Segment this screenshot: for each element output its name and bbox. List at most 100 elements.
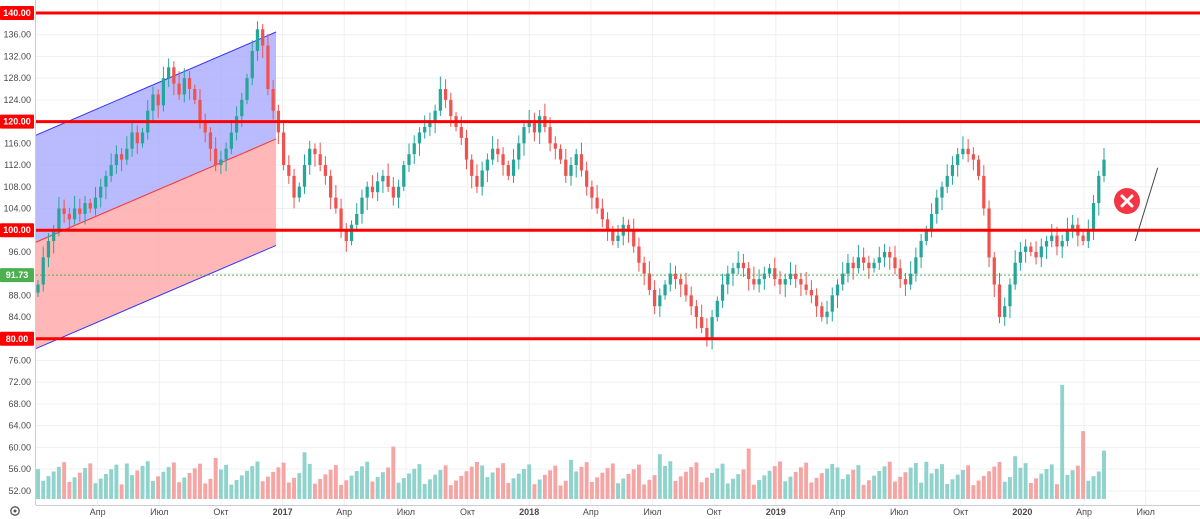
candle-body [710, 317, 714, 339]
candle-body [433, 110, 437, 122]
candle-body [731, 268, 735, 274]
volume-bar [67, 481, 72, 499]
volume-bar [506, 482, 511, 499]
y-tick-label: 72.00 [8, 377, 31, 387]
volume-bar [605, 468, 610, 499]
candle-body [752, 279, 756, 285]
candle-body [172, 67, 176, 84]
channel-upper-fill [36, 32, 277, 243]
volume-bar [584, 462, 589, 499]
candle-body [62, 208, 66, 214]
candle-body [966, 148, 970, 155]
volume-bar [861, 484, 866, 499]
candle-body [1003, 306, 1007, 318]
volume-bar [427, 479, 432, 499]
y-axis: 52.00 56.00 60.00 64.00 68.00 72.00 76.00 80.00… [3, 0, 36, 505]
channel-drawing[interactable] [35, 31, 277, 350]
candle-body [924, 230, 928, 242]
volume-bar [715, 468, 720, 499]
candle-body [1029, 246, 1033, 252]
candle-body [611, 230, 615, 242]
volume-bar [668, 461, 673, 499]
candle-body [663, 284, 667, 296]
volume-bar [265, 476, 270, 499]
x-tick-label: Апр [1076, 507, 1092, 517]
volume-bar [119, 484, 124, 499]
volume-bar [213, 457, 218, 499]
candle-body [167, 67, 171, 79]
x-tick-label: Апр [336, 507, 352, 517]
candle-body [381, 175, 385, 182]
horizontal-levels[interactable] [36, 11, 1200, 341]
volume-bar [987, 471, 991, 499]
volume-bar [62, 462, 67, 499]
volume-bar [391, 446, 396, 499]
candle-body [585, 170, 589, 187]
chart-grid [36, 0, 1200, 505]
volume-bar [36, 469, 40, 499]
volume-bar [354, 470, 359, 499]
x-tick-label: Июл [150, 507, 168, 517]
candle-body [329, 175, 333, 198]
candle-body [386, 175, 390, 187]
candle-body [679, 279, 683, 285]
volume-bar [375, 476, 380, 499]
volume-bar [924, 461, 929, 499]
candle-body [971, 154, 975, 160]
volume-bar [171, 462, 176, 499]
volume-bar [647, 479, 652, 499]
settings-gear-icon[interactable] [10, 506, 20, 516]
candle-body [281, 132, 286, 166]
candle-body [835, 284, 840, 296]
volume-bar [464, 471, 469, 499]
candle-body [877, 257, 881, 263]
volume-bar [1060, 384, 1065, 499]
candle-body [245, 78, 249, 100]
volume-bar [610, 463, 615, 499]
volume-bar [1034, 478, 1039, 499]
volume-bar [77, 472, 82, 499]
trend-line[interactable] [1134, 167, 1159, 242]
candle-body [689, 295, 693, 307]
volume-bar [537, 479, 542, 499]
candle-body [229, 132, 233, 149]
y-tick-label: 88.00 [8, 290, 31, 300]
volume-bar [804, 462, 809, 499]
candle-body [647, 273, 652, 290]
trend-line-segment[interactable] [1134, 167, 1159, 242]
volume-bar [767, 470, 772, 499]
volume-bar [997, 461, 1002, 499]
volume-bar [616, 483, 620, 499]
y-tick-label: 96.00 [8, 247, 31, 257]
volume-bar [333, 465, 338, 499]
volume-bar [1091, 476, 1096, 499]
candle-body [773, 268, 777, 280]
candle-body [78, 208, 82, 214]
close-icon[interactable] [1114, 188, 1140, 214]
volume-bar [292, 477, 297, 499]
candle-body [956, 154, 960, 166]
candle-body [323, 165, 328, 176]
candle-body [428, 121, 432, 128]
candle-body [501, 154, 505, 166]
candle-body [856, 257, 861, 269]
candle-body [423, 127, 427, 133]
candle-body [302, 165, 307, 187]
candle-body [318, 154, 322, 166]
candle-body [1039, 246, 1043, 258]
candle-body [287, 165, 291, 176]
volume-bar [835, 467, 840, 499]
candle-body [1055, 235, 1059, 247]
volume-bar [1070, 470, 1075, 499]
candle-body [705, 327, 709, 339]
volume-bar [140, 465, 145, 499]
volume-bar [689, 467, 694, 499]
candle-body [862, 257, 866, 263]
volume-bar [527, 464, 532, 499]
candle-body [564, 159, 568, 176]
candle-body [355, 213, 359, 225]
candle-body [637, 246, 641, 263]
candle-body [464, 137, 469, 160]
volume-bar [636, 464, 641, 499]
